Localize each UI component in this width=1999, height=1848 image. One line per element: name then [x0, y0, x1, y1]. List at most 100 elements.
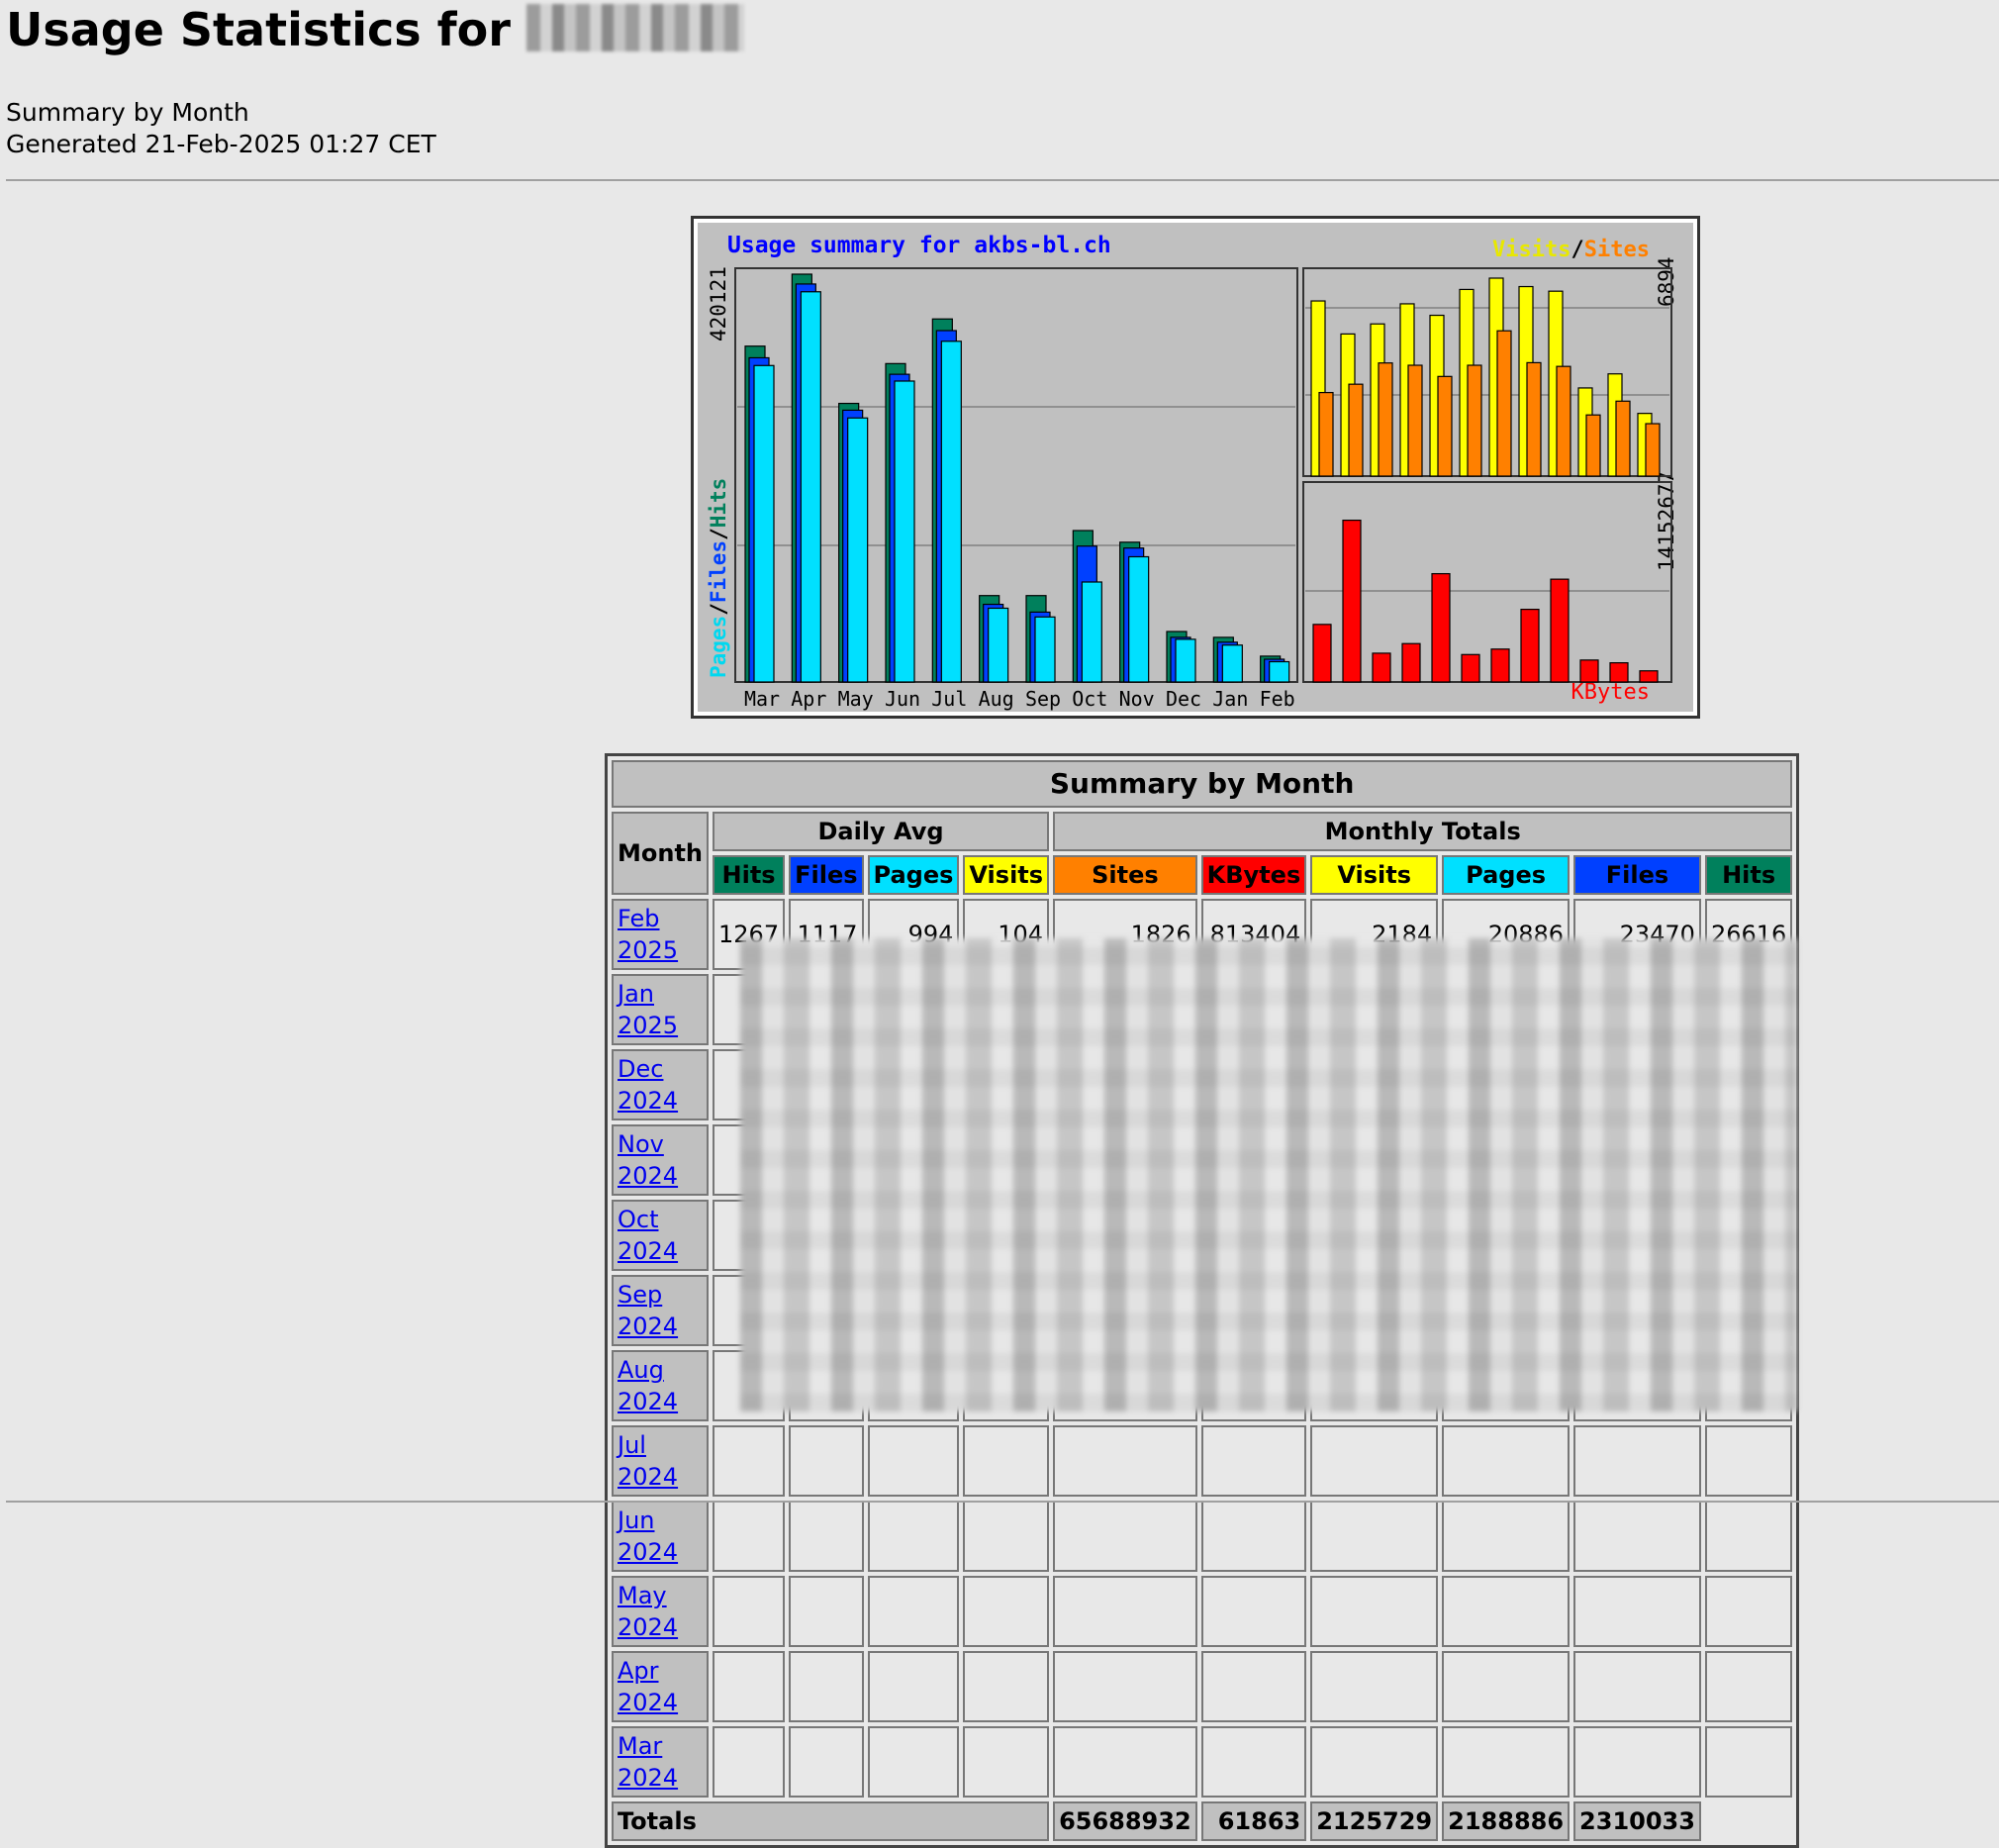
- month-link[interactable]: Mar 2024: [618, 1732, 679, 1792]
- month-link[interactable]: May 2024: [618, 1582, 679, 1641]
- table-row: Apr 2024: [612, 1651, 1793, 1722]
- cell-visits: [963, 1651, 1050, 1722]
- table-row: May 2024: [612, 1576, 1793, 1647]
- x-tick-label: May: [838, 687, 874, 711]
- pages-bar: [1269, 660, 1290, 683]
- cell-t-visits: [1310, 1425, 1439, 1497]
- cell-sites: [1053, 1726, 1197, 1798]
- bottom-divider: [6, 1501, 1999, 1503]
- month-link[interactable]: Jul 2024: [618, 1431, 679, 1491]
- kbytes-bar: [1490, 648, 1510, 683]
- cell-t-files: [1573, 1651, 1701, 1722]
- cell-visits: [963, 1726, 1050, 1798]
- daily-avg-header: Daily Avg: [713, 812, 1050, 851]
- month-link[interactable]: Jan 2025: [618, 980, 679, 1039]
- cell-t-files: [1573, 1425, 1701, 1497]
- pages-bar: [753, 364, 775, 683]
- month-link[interactable]: Dec 2024: [618, 1055, 679, 1115]
- cell-t-files: [1573, 1576, 1701, 1647]
- pages-bar: [1034, 616, 1056, 683]
- month-link[interactable]: Aug 2024: [618, 1356, 679, 1415]
- cell-hits: [713, 1651, 786, 1722]
- col-header-avg-files: Files: [789, 855, 864, 895]
- month-cell: Nov 2024: [612, 1124, 710, 1196]
- month-link[interactable]: Oct 2024: [618, 1206, 679, 1265]
- cell-files: [789, 1425, 864, 1497]
- month-link[interactable]: Nov 2024: [618, 1130, 679, 1190]
- visits-max-label: 6894: [1655, 256, 1678, 307]
- month-header: Month: [612, 812, 710, 895]
- cell-t-hits: [1704, 1501, 1793, 1572]
- cell-t-visits: [1310, 1576, 1439, 1647]
- col-header-total-pages: Pages: [1442, 855, 1571, 895]
- cell-visits: [963, 1425, 1050, 1497]
- generated-timestamp: Generated 21-Feb-2025 01:27 CET: [6, 130, 436, 158]
- col-header-total-hits: Hits: [1704, 855, 1793, 895]
- month-link[interactable]: Jun 2024: [618, 1507, 679, 1566]
- cell-sites: [1053, 1576, 1197, 1647]
- month-cell: Apr 2024: [612, 1651, 710, 1722]
- month-cell: May 2024: [612, 1576, 710, 1647]
- kbytes-bar: [1461, 653, 1480, 683]
- cell-pages: [867, 1651, 960, 1722]
- cell-t-hits: [1704, 1651, 1793, 1722]
- totals-visits: 61863: [1200, 1801, 1307, 1841]
- cell-pages: [867, 1501, 960, 1572]
- cell-t-files: [1573, 1726, 1701, 1798]
- cell-files: [789, 1576, 864, 1647]
- col-header-total-files: Files: [1573, 855, 1701, 895]
- cell-t-pages: [1442, 1425, 1571, 1497]
- x-tick-label: Dec: [1166, 687, 1201, 711]
- legend-files: Files: [707, 540, 730, 603]
- sites-bar: [1585, 414, 1601, 477]
- redacted-table-values: [740, 938, 1797, 1411]
- pages-bar: [988, 607, 1009, 683]
- legend-hits: Hits: [707, 478, 730, 529]
- pages-bar: [800, 291, 821, 683]
- sites-bar: [1407, 364, 1423, 477]
- sites-bar: [1645, 423, 1661, 477]
- cell-kbytes: [1200, 1726, 1307, 1798]
- totals-kbytes: 65688932: [1053, 1801, 1197, 1841]
- table-row: Mar 2024: [612, 1726, 1793, 1798]
- cell-files: [789, 1501, 864, 1572]
- month-link[interactable]: Apr 2024: [618, 1657, 679, 1716]
- pages-bar: [894, 380, 915, 683]
- pages-bar: [1221, 644, 1243, 683]
- x-tick-label: Sep: [1025, 687, 1061, 711]
- cell-pages: [867, 1726, 960, 1798]
- col-header-sites: Sites: [1053, 855, 1197, 895]
- chart-title: Usage summary for akbs-bl.ch: [727, 233, 1111, 258]
- x-tick-label: Feb: [1260, 687, 1295, 711]
- cell-pages: [867, 1425, 960, 1497]
- cell-sites: [1053, 1501, 1197, 1572]
- cell-hits: [713, 1425, 786, 1497]
- month-cell: Mar 2024: [612, 1726, 710, 1798]
- usage-graph: Usage summary for akbs-bl.ch Visits/Site…: [691, 216, 1700, 719]
- kbytes-bar: [1431, 572, 1451, 683]
- visits-sites-legend: Visits/Sites: [1492, 238, 1650, 262]
- cell-t-pages: [1442, 1501, 1571, 1572]
- cell-files: [789, 1651, 864, 1722]
- pages-bar: [1081, 581, 1102, 683]
- sites-bar: [1318, 391, 1334, 477]
- cell-t-files: [1573, 1501, 1701, 1572]
- pages-bar: [940, 340, 962, 683]
- legend-separator: /: [1571, 238, 1584, 262]
- sites-bar: [1526, 361, 1542, 477]
- sites-bar: [1348, 383, 1364, 477]
- cell-t-hits: [1704, 1576, 1793, 1647]
- cell-t-pages: [1442, 1726, 1571, 1798]
- hits-max-label: 420121: [707, 266, 730, 341]
- top-divider: [6, 179, 1999, 181]
- month-cell: Jan 2025: [612, 974, 710, 1045]
- kbytes-bar: [1520, 609, 1540, 683]
- col-header-avg-visits: Visits: [963, 855, 1050, 895]
- kbytes-bar: [1609, 662, 1629, 683]
- x-tick-label: Aug: [979, 687, 1014, 711]
- col-header-kbytes: KBytes: [1200, 855, 1307, 895]
- totals-pages: 2125729: [1310, 1801, 1439, 1841]
- month-link[interactable]: Feb 2025: [618, 905, 679, 964]
- month-link[interactable]: Sep 2024: [618, 1281, 679, 1340]
- chart-gridlines: [737, 307, 1669, 592]
